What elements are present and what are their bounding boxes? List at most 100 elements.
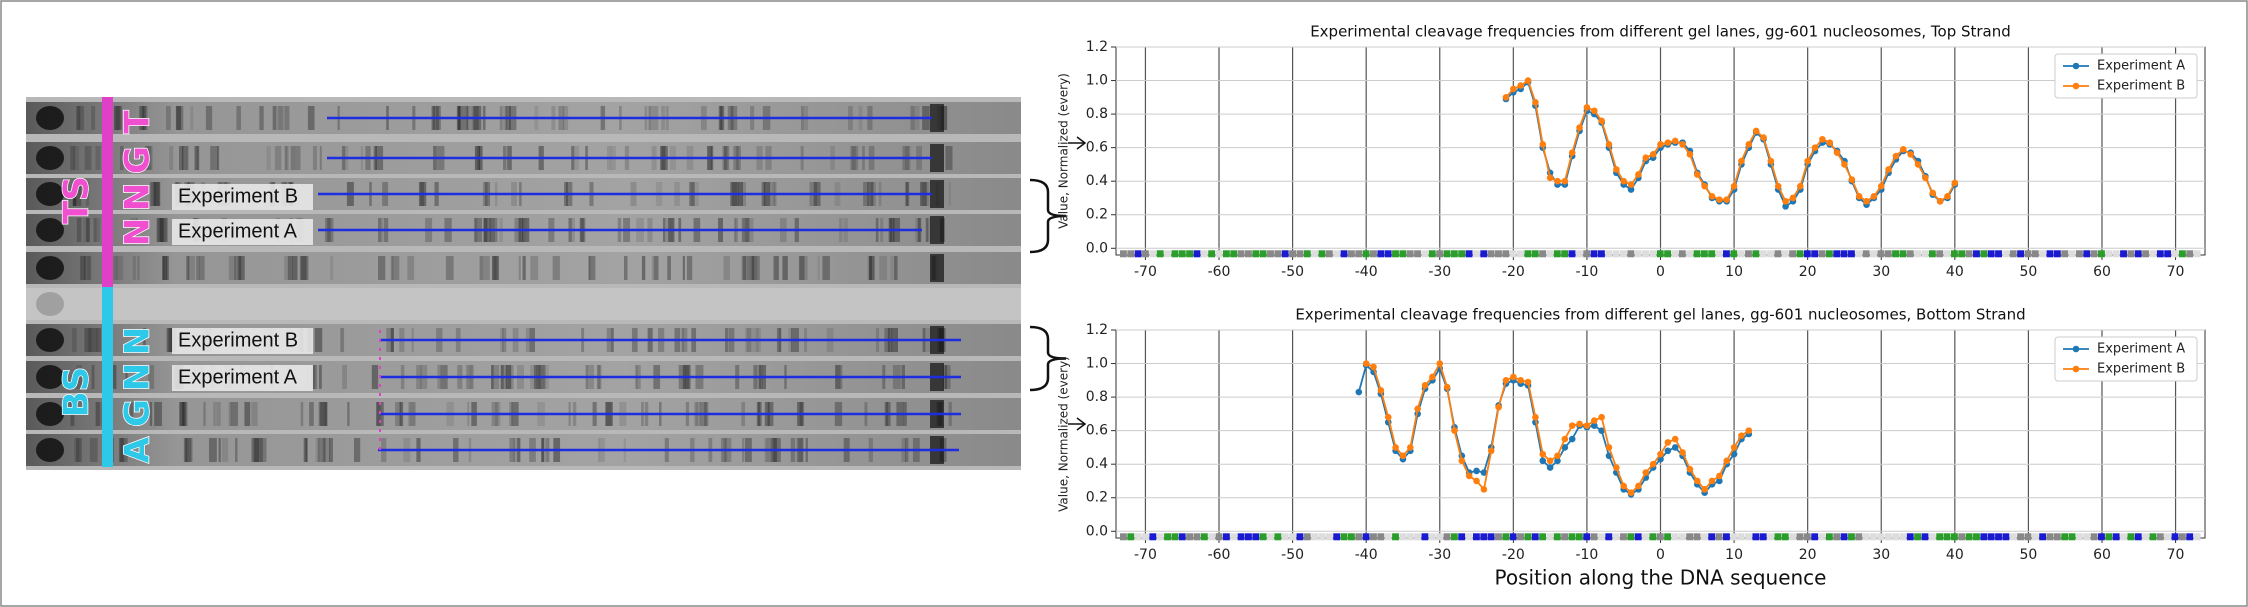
gel-band (188, 438, 193, 462)
sequence-base (1759, 533, 1767, 541)
data-point (1590, 107, 1598, 115)
sequence-base (1575, 250, 1583, 258)
sequence-base (1649, 533, 1657, 541)
data-point (1583, 422, 1591, 429)
sequence-base (1164, 533, 1171, 541)
gel-band (179, 146, 184, 170)
sequence-base (2178, 533, 2186, 541)
strand-bar (102, 287, 113, 467)
sequence-base (1318, 533, 1326, 541)
gel-band (84, 328, 92, 352)
gel-well (36, 106, 64, 130)
gel-band (157, 218, 164, 242)
gel-band (353, 438, 361, 462)
sequence-base (1870, 533, 1877, 541)
gel-band (132, 256, 136, 280)
gel-band (320, 402, 328, 426)
sequence-base (2009, 250, 2017, 258)
sequence-base (1458, 533, 1466, 541)
sequence-base (1267, 533, 1274, 541)
experiment-box (172, 219, 313, 245)
sequence-base (1281, 250, 1289, 258)
gel-band (74, 438, 80, 462)
sequence-base (1767, 533, 1774, 541)
sequence-base (1781, 250, 1789, 258)
sequence-base (1421, 533, 1429, 541)
sequence-base (1862, 533, 1870, 541)
data-point (1510, 85, 1517, 93)
sequence-base (1259, 533, 1267, 541)
data-point (1833, 149, 1841, 156)
gel-band (235, 438, 238, 462)
data-point (1907, 151, 1914, 158)
sequence-base (2186, 250, 2194, 258)
sequence-base (1811, 533, 1819, 541)
gel-band (187, 438, 192, 462)
data-point (1370, 363, 1377, 371)
data-point (1384, 413, 1392, 421)
data-point (1532, 413, 1539, 421)
sequence-base (1186, 533, 1194, 541)
sequence-base (1973, 250, 1980, 258)
data-point (1693, 477, 1701, 485)
data-point (1377, 387, 1385, 394)
sequence-base (1156, 533, 1164, 541)
gel-band (168, 328, 173, 352)
experiment-label: Experiment A (178, 366, 298, 388)
data-point (1554, 452, 1561, 460)
sequence-base (1642, 533, 1649, 541)
legend-marker (2072, 365, 2080, 373)
data-point (1752, 127, 1760, 135)
gel-band (319, 146, 322, 170)
sequence-base (1612, 250, 1620, 258)
gel-band (94, 218, 101, 242)
sequence-base (1487, 250, 1495, 258)
sequence-base (1495, 250, 1502, 258)
x-tick-label: 50 (2019, 264, 2037, 280)
gel-band (340, 328, 345, 352)
gel-band (154, 402, 162, 426)
gel-band (167, 328, 172, 352)
sequence-base (1333, 533, 1341, 541)
sequence-base (1296, 533, 1304, 541)
gel-band (651, 256, 659, 280)
data-point (1539, 457, 1547, 465)
x-tick-label: 70 (2167, 264, 2185, 280)
sequence-base (1524, 533, 1532, 541)
sequence-base (1149, 250, 1157, 258)
sequence-base (1230, 533, 1238, 541)
sequence-base (2075, 250, 2083, 258)
sequence-base (1818, 533, 1826, 541)
x-tick-label: -60 (1208, 264, 1231, 280)
sequence-base (1414, 533, 1422, 541)
sequence-base (2053, 250, 2061, 258)
gel-band (91, 106, 96, 130)
sequence-base (1222, 533, 1230, 541)
sequence-base (1465, 250, 1473, 258)
lane-label: G (118, 399, 158, 427)
sequence-base (1546, 533, 1554, 541)
gel-band (822, 256, 830, 280)
gel-band (180, 402, 188, 426)
gel-band (941, 106, 948, 130)
sequence-base (1509, 250, 1517, 258)
gel-band (491, 256, 497, 280)
chart: -70 -60 -50 -40 -30 -20 -10 0 10 20 30 40 50 60 70 0.0 0… (1057, 23, 2206, 280)
data-point (1613, 166, 1620, 173)
gel-band (309, 402, 314, 426)
data-point (1870, 192, 1878, 200)
gel-band (156, 218, 163, 242)
gel-band (148, 146, 153, 170)
sequence-base (1421, 250, 1429, 258)
gel-band (253, 438, 259, 462)
gel-band (930, 144, 944, 172)
gel-band (318, 402, 326, 426)
experiment-label: Experiment B (178, 185, 298, 207)
sequence-base (1656, 533, 1664, 541)
gel-band (176, 106, 181, 130)
gel-band (285, 146, 289, 170)
data-point (1642, 469, 1650, 476)
sequence-base (1524, 250, 1532, 258)
